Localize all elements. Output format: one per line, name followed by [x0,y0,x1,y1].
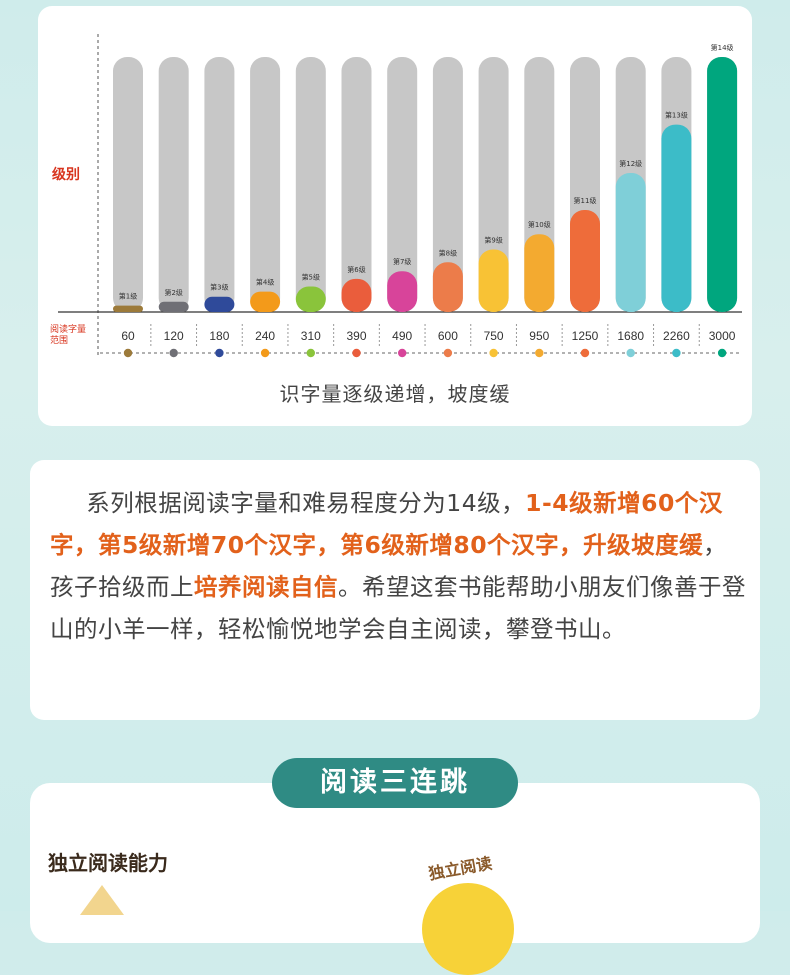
level-bar [295,286,326,312]
level-dot [123,348,133,358]
level-label: 第9级 [484,236,502,245]
track-bar [113,57,143,312]
level-label: 第13级 [665,111,688,120]
level-dot [626,348,635,358]
sun-face-illustration [422,883,514,975]
chart-caption: 识字量逐级递增，坡度缓 [279,384,511,406]
level-dot [306,348,315,358]
track-bar [204,57,235,312]
word-count-label: 120 [164,329,184,343]
word-count-label: 60 [121,329,135,343]
word-count-label: 2260 [663,329,690,343]
word-count-label: 490 [392,329,412,343]
description-paragraph: 系列根据阅读字量和难易程度分为14级，1-4级新增60个汉字，第5级新增70个汉… [50,482,746,650]
level-dot [260,348,270,358]
level-bar [250,291,281,312]
level-label: 第10级 [528,220,551,229]
level-dot [443,348,453,358]
level-label: 第4级 [256,278,274,287]
word-count-label: 240 [255,329,275,343]
level-label: 第3级 [210,283,228,292]
level-label: 第7级 [393,257,411,266]
text-normal-1: 系列根据阅读字量和难易程度分为14级， [86,489,526,517]
text-highlight-2: 培养阅读自信 [194,573,338,601]
text-normal-3: 。希望这套书能帮助小朋友们像善于登山的小羊一样，轻松愉悦地学会自主阅读，攀登书山… [50,573,746,643]
track-bar [387,57,418,312]
level-label: 第12级 [619,159,642,168]
level-bar [524,234,555,312]
section-title: 阅读三连跳 [272,758,518,808]
level-dot [215,348,224,358]
word-count-label: 390 [346,329,366,343]
word-count-label: 310 [301,329,321,343]
word-count-label: 1250 [572,329,599,343]
level-dot [169,348,178,358]
independent-reading-tag: 独立阅读 [427,853,494,884]
word-count-label: 750 [484,329,504,343]
track-bar [432,57,463,312]
word-count-label: 600 [438,329,458,343]
tree-illustration [80,885,124,915]
level-label: 第2级 [164,288,182,297]
ability-label: 独立阅读能力 [48,851,168,875]
level-label: 第5级 [302,273,320,282]
description-card: 系列根据阅读字量和难易程度分为14级，1-4级新增60个汉字，第5级新增70个汉… [30,460,760,720]
level-chart: 第1级 60 第2级 120 第3级 180 第4级 240 第5级 310 第6级 390 第7级 49… [58,34,742,358]
text-normal-2: ，孩子拾级而上 [50,531,728,601]
level-label: 第11级 [574,196,597,205]
word-count-label: 950 [529,329,549,343]
level-dot [672,348,681,358]
y-axis-label: 级别 [52,166,80,182]
level-dot [717,348,727,358]
level-bar [661,124,692,312]
track-bar [341,57,372,312]
level-bar [113,305,143,312]
word-count-label: 180 [209,329,229,343]
level-dot [489,348,498,358]
text-highlight-1: 1-4级新增60个汉字，第5级新增70个汉字，第6级新增80个汉字，升级坡度缓 [50,489,723,559]
track-bar [158,57,189,312]
level-bar [387,271,418,312]
level-bar [478,249,509,312]
level-label: 第8级 [439,248,457,257]
track-bar [295,57,326,312]
chart-card: 第1级 60 第2级 120 第3级 180 第4级 240 第5级 310 第6级 390 第7级 49… [38,6,752,426]
level-bar [570,210,600,312]
word-count-label: 1680 [617,329,644,343]
level-bar [204,296,235,312]
level-dot [352,348,361,358]
level-bar [158,301,189,312]
level-label: 第6级 [347,265,365,274]
level-dot [535,348,544,358]
level-bar [341,278,372,312]
level-dot [580,348,590,358]
level-dot [398,348,407,358]
level-label: 第1级 [119,292,137,301]
track-bar [478,57,509,312]
word-count-label: 3000 [709,329,736,343]
range-label: 阅读字量范围 [50,324,87,345]
level-bar [432,262,463,312]
track-bar [250,57,281,312]
level-bar [707,57,738,312]
level-label: 第14级 [711,43,734,52]
level-bar [615,173,646,312]
